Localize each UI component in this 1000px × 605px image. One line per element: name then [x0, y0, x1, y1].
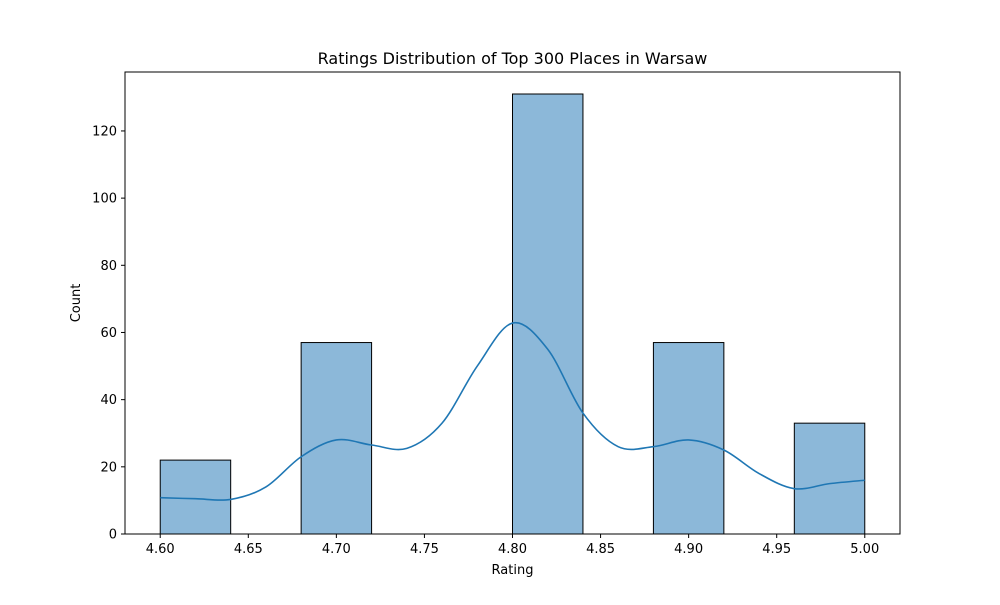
y-tick-label: 0 [109, 528, 117, 543]
x-tick-label: 4.65 [234, 542, 263, 557]
kde-curve [160, 321, 865, 501]
histogram-bar-9 [793, 422, 866, 535]
histogram-bar-2 [300, 342, 373, 535]
x-tick-label: 4.90 [674, 542, 703, 557]
x-axis-label: Rating [492, 563, 534, 578]
y-axis-label: Count [69, 284, 84, 323]
x-tick-label: 4.75 [410, 542, 439, 557]
y-axis-ticks: 0 20 40 60 80 100 120 [92, 124, 125, 543]
x-tick-label: 4.70 [322, 542, 351, 557]
x-tick-label: 4.60 [146, 542, 175, 557]
x-tick-label: 4.85 [586, 542, 615, 557]
y-tick-label: 20 [100, 460, 117, 475]
x-tick-label: 4.80 [498, 542, 527, 557]
y-tick-label: 120 [92, 124, 117, 139]
chart-title: Ratings Distribution of Top 300 Places i… [318, 49, 708, 68]
bars-layer [159, 93, 866, 535]
histogram-bar-5 [512, 93, 584, 535]
x-tick-label: 5.00 [850, 542, 879, 557]
y-tick-label: 40 [100, 393, 117, 408]
y-tick-label: 100 [92, 192, 117, 207]
x-tick-label: 4.95 [762, 542, 791, 557]
kde-layer [160, 321, 865, 501]
y-tick-label: 60 [100, 326, 117, 341]
y-tick-label: 80 [100, 259, 117, 274]
histogram-bar-0 [159, 459, 232, 535]
x-axis-ticks: 4.60 4.65 4.70 4.75 4.80 4.85 4.90 4.95 5.00 [146, 534, 879, 557]
histogram-bar-7 [652, 342, 725, 535]
